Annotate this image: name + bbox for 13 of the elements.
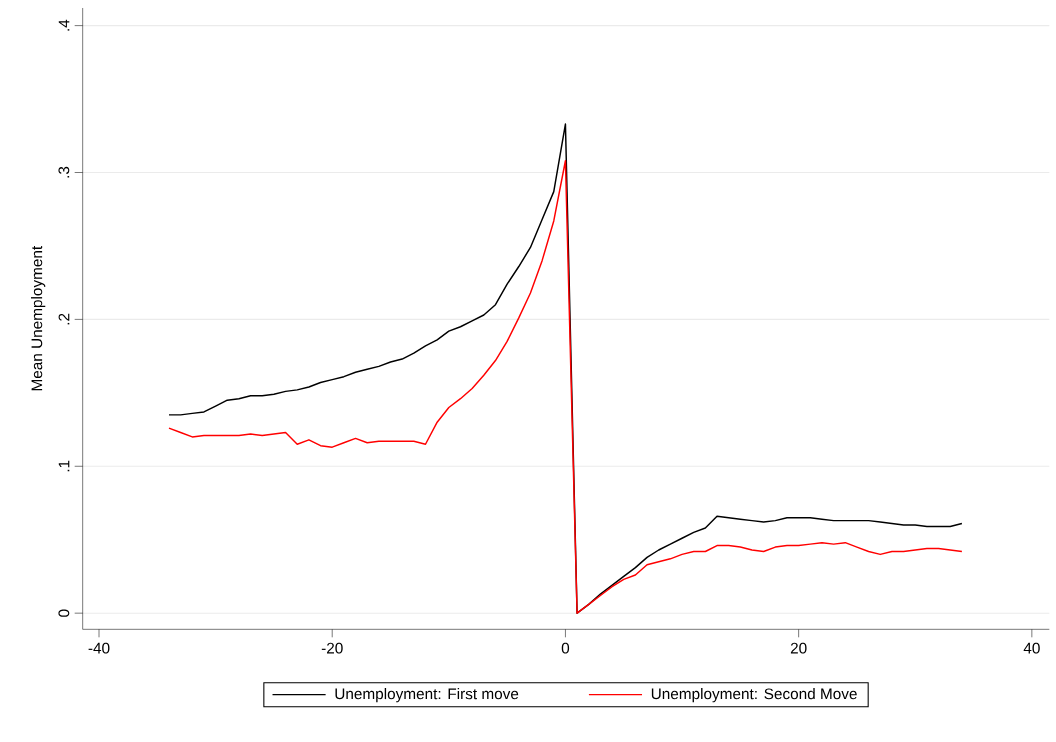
y-tick-label: .1 <box>58 460 70 472</box>
legend-label: Unemployment: First move <box>335 688 519 703</box>
y-tick-label: .3 <box>58 166 70 178</box>
x-tick-label: 40 <box>1023 642 1040 654</box>
x-tick-label: 0 <box>561 642 570 654</box>
y-tick-label: .4 <box>58 19 70 31</box>
y-axis-title: Mean Unemployment <box>31 245 46 391</box>
y-tick-label: .2 <box>58 313 70 325</box>
x-tick-label: -20 <box>321 642 343 654</box>
y-tick-label: 0 <box>58 609 70 617</box>
x-tick-label: -40 <box>88 642 110 654</box>
x-tick-label: 20 <box>790 642 807 654</box>
legend-label: Unemployment: Second Move <box>651 688 857 703</box>
